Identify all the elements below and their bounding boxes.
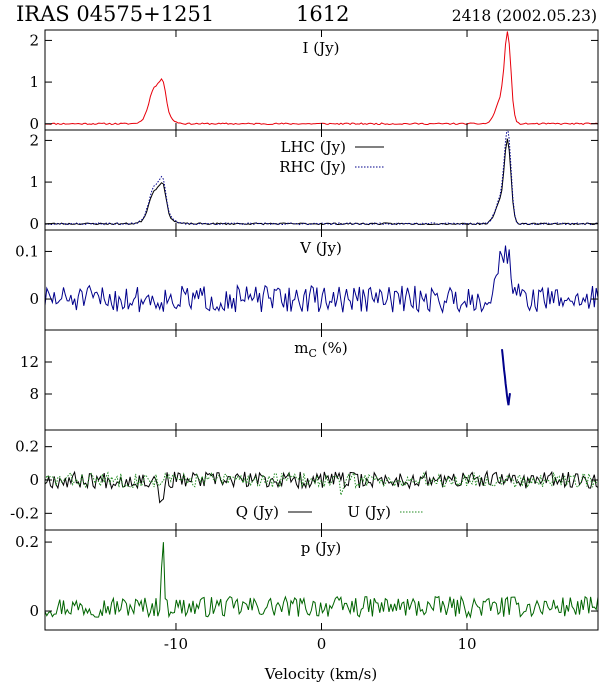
x-tick-label: 10	[457, 635, 476, 653]
y-tick-label: 0	[29, 471, 39, 489]
y-tick-label: 12	[20, 353, 39, 371]
y-tick-label: 0	[29, 115, 39, 133]
panel-I: 0 1 2 I (Jy)	[29, 29, 599, 133]
x-tick-label: -10	[164, 635, 188, 653]
y-tick-label: 0	[29, 290, 39, 308]
panel-label-mC: mC (%)	[294, 339, 347, 360]
y-tick-label: 2	[29, 31, 39, 49]
y-tick-label: 1	[29, 73, 39, 91]
panel-label-p: p (Jy)	[301, 539, 342, 557]
figure-header: IRAS 04575+1251 1612 2418 (2002.05.23)	[16, 2, 597, 26]
series-v-jy-	[45, 245, 598, 314]
series-u-jy-	[45, 470, 598, 496]
legend-entry: RHC (Jy)	[279, 158, 346, 176]
panel-label-I: I (Jy)	[303, 39, 340, 57]
y-tick-label: 1	[29, 173, 39, 191]
y-tick-label: 2	[29, 131, 39, 149]
panel-label-V: V (Jy)	[299, 239, 342, 257]
frequency-label: 1612	[296, 2, 349, 26]
x-tick-label: 0	[317, 635, 327, 653]
y-tick-label: -0.2	[10, 504, 39, 522]
series-mc-	[501, 349, 511, 406]
panel-p: 0 0.2 p (Jy) -10 0 10	[15, 529, 599, 653]
legend-entry: U (Jy)	[347, 503, 391, 521]
y-tick-label: 8	[29, 385, 39, 403]
epoch-label: 2418 (2002.05.23)	[452, 7, 597, 25]
panel-V: 0 0.1 V (Jy)	[15, 229, 599, 331]
panels: 012 I (Jy)012 LHC (Jy)RHC (Jy)00.1 V (Jy)81…	[10, 29, 599, 653]
legend-entry: LHC (Jy)	[281, 138, 346, 156]
series-p-jy-	[45, 542, 598, 619]
source-name: IRAS 04575+1251	[16, 2, 214, 26]
series-q-jy-	[45, 469, 598, 504]
panel-QU: -0.2 0 0.2 Q (Jy) U (Jy)	[10, 429, 599, 531]
x-axis-label: Velocity (km/s)	[264, 665, 377, 683]
y-tick-label: 0	[29, 215, 39, 233]
legend-entry: Q (Jy)	[236, 503, 279, 521]
panel-LR: 0 1 2 LHC (Jy) RHC (Jy)	[29, 129, 599, 233]
y-tick-label: 0.2	[15, 533, 39, 551]
y-tick-label: 0	[29, 602, 39, 620]
y-tick-label: 0.2	[15, 438, 39, 456]
panel-mC: 8 12 mC (%)	[20, 329, 599, 431]
y-tick-label: 0.1	[15, 242, 39, 260]
